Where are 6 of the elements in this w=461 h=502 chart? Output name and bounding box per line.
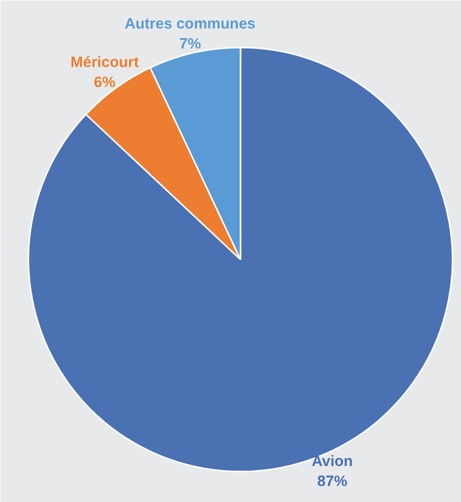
data-label: 7%	[179, 35, 201, 52]
slice-label: Avion	[312, 453, 353, 470]
slice-label: Méricourt	[70, 54, 139, 72]
data-label: 6%	[94, 74, 116, 92]
slice-label: Autres communes	[124, 15, 256, 32]
data-label: 87%	[317, 473, 348, 490]
